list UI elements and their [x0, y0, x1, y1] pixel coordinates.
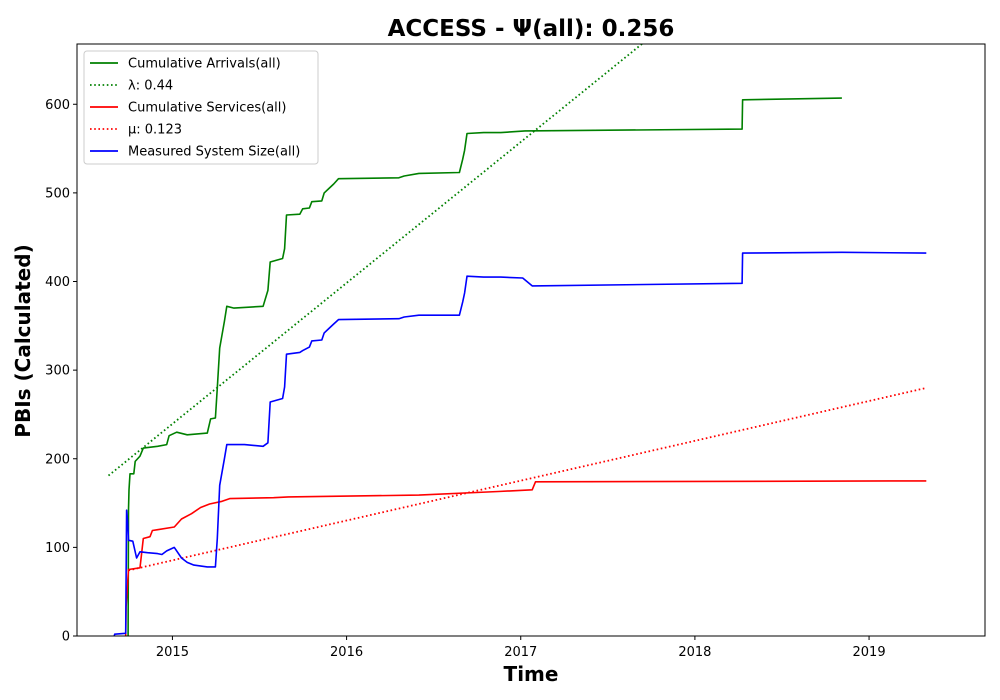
series-layer: [107, 44, 927, 636]
x-tick-label: 2018: [678, 645, 711, 660]
cumulative-services-line: [124, 480, 927, 636]
y-tick-label: 200: [45, 452, 70, 467]
chart-title: ACCESS - Ψ(all): 0.256: [388, 16, 675, 42]
y-tick-label: 500: [45, 186, 70, 201]
legend-label: λ: 0.44: [128, 79, 173, 94]
y-tick-label: 0: [62, 630, 70, 645]
legend-label: Cumulative Arrivals(all): [128, 57, 281, 72]
y-tick-label: 600: [45, 98, 70, 113]
legend-label: Measured System Size(all): [128, 145, 300, 160]
x-tick-label: 2017: [504, 645, 537, 660]
legend: Cumulative Arrivals(all) λ: 0.44 Cumulativ…: [83, 50, 319, 165]
x-tick-label: 2019: [853, 645, 886, 660]
x-axis-label: Time: [504, 662, 559, 686]
system-size-line: [113, 251, 927, 636]
legend-box: [83, 50, 319, 165]
lambda-trend-line: [107, 44, 643, 477]
y-axis-label: PBIs (Calculated): [11, 244, 35, 437]
y-axis-ticks: 0 100 200 300 400 500 600: [45, 98, 77, 645]
legend-label: μ: 0.123: [128, 123, 182, 138]
x-tick-label: 2015: [156, 645, 189, 660]
y-tick-label: 300: [45, 364, 70, 379]
y-tick-label: 100: [45, 541, 70, 556]
x-tick-label: 2016: [330, 645, 363, 660]
plot-frame: [76, 43, 986, 637]
legend-label: Cumulative Services(all): [128, 101, 286, 116]
cumulative-arrivals-line: [127, 97, 842, 636]
x-axis-ticks: 2015 2016 2017 2018 2019: [156, 636, 886, 660]
y-tick-label: 400: [45, 275, 70, 290]
